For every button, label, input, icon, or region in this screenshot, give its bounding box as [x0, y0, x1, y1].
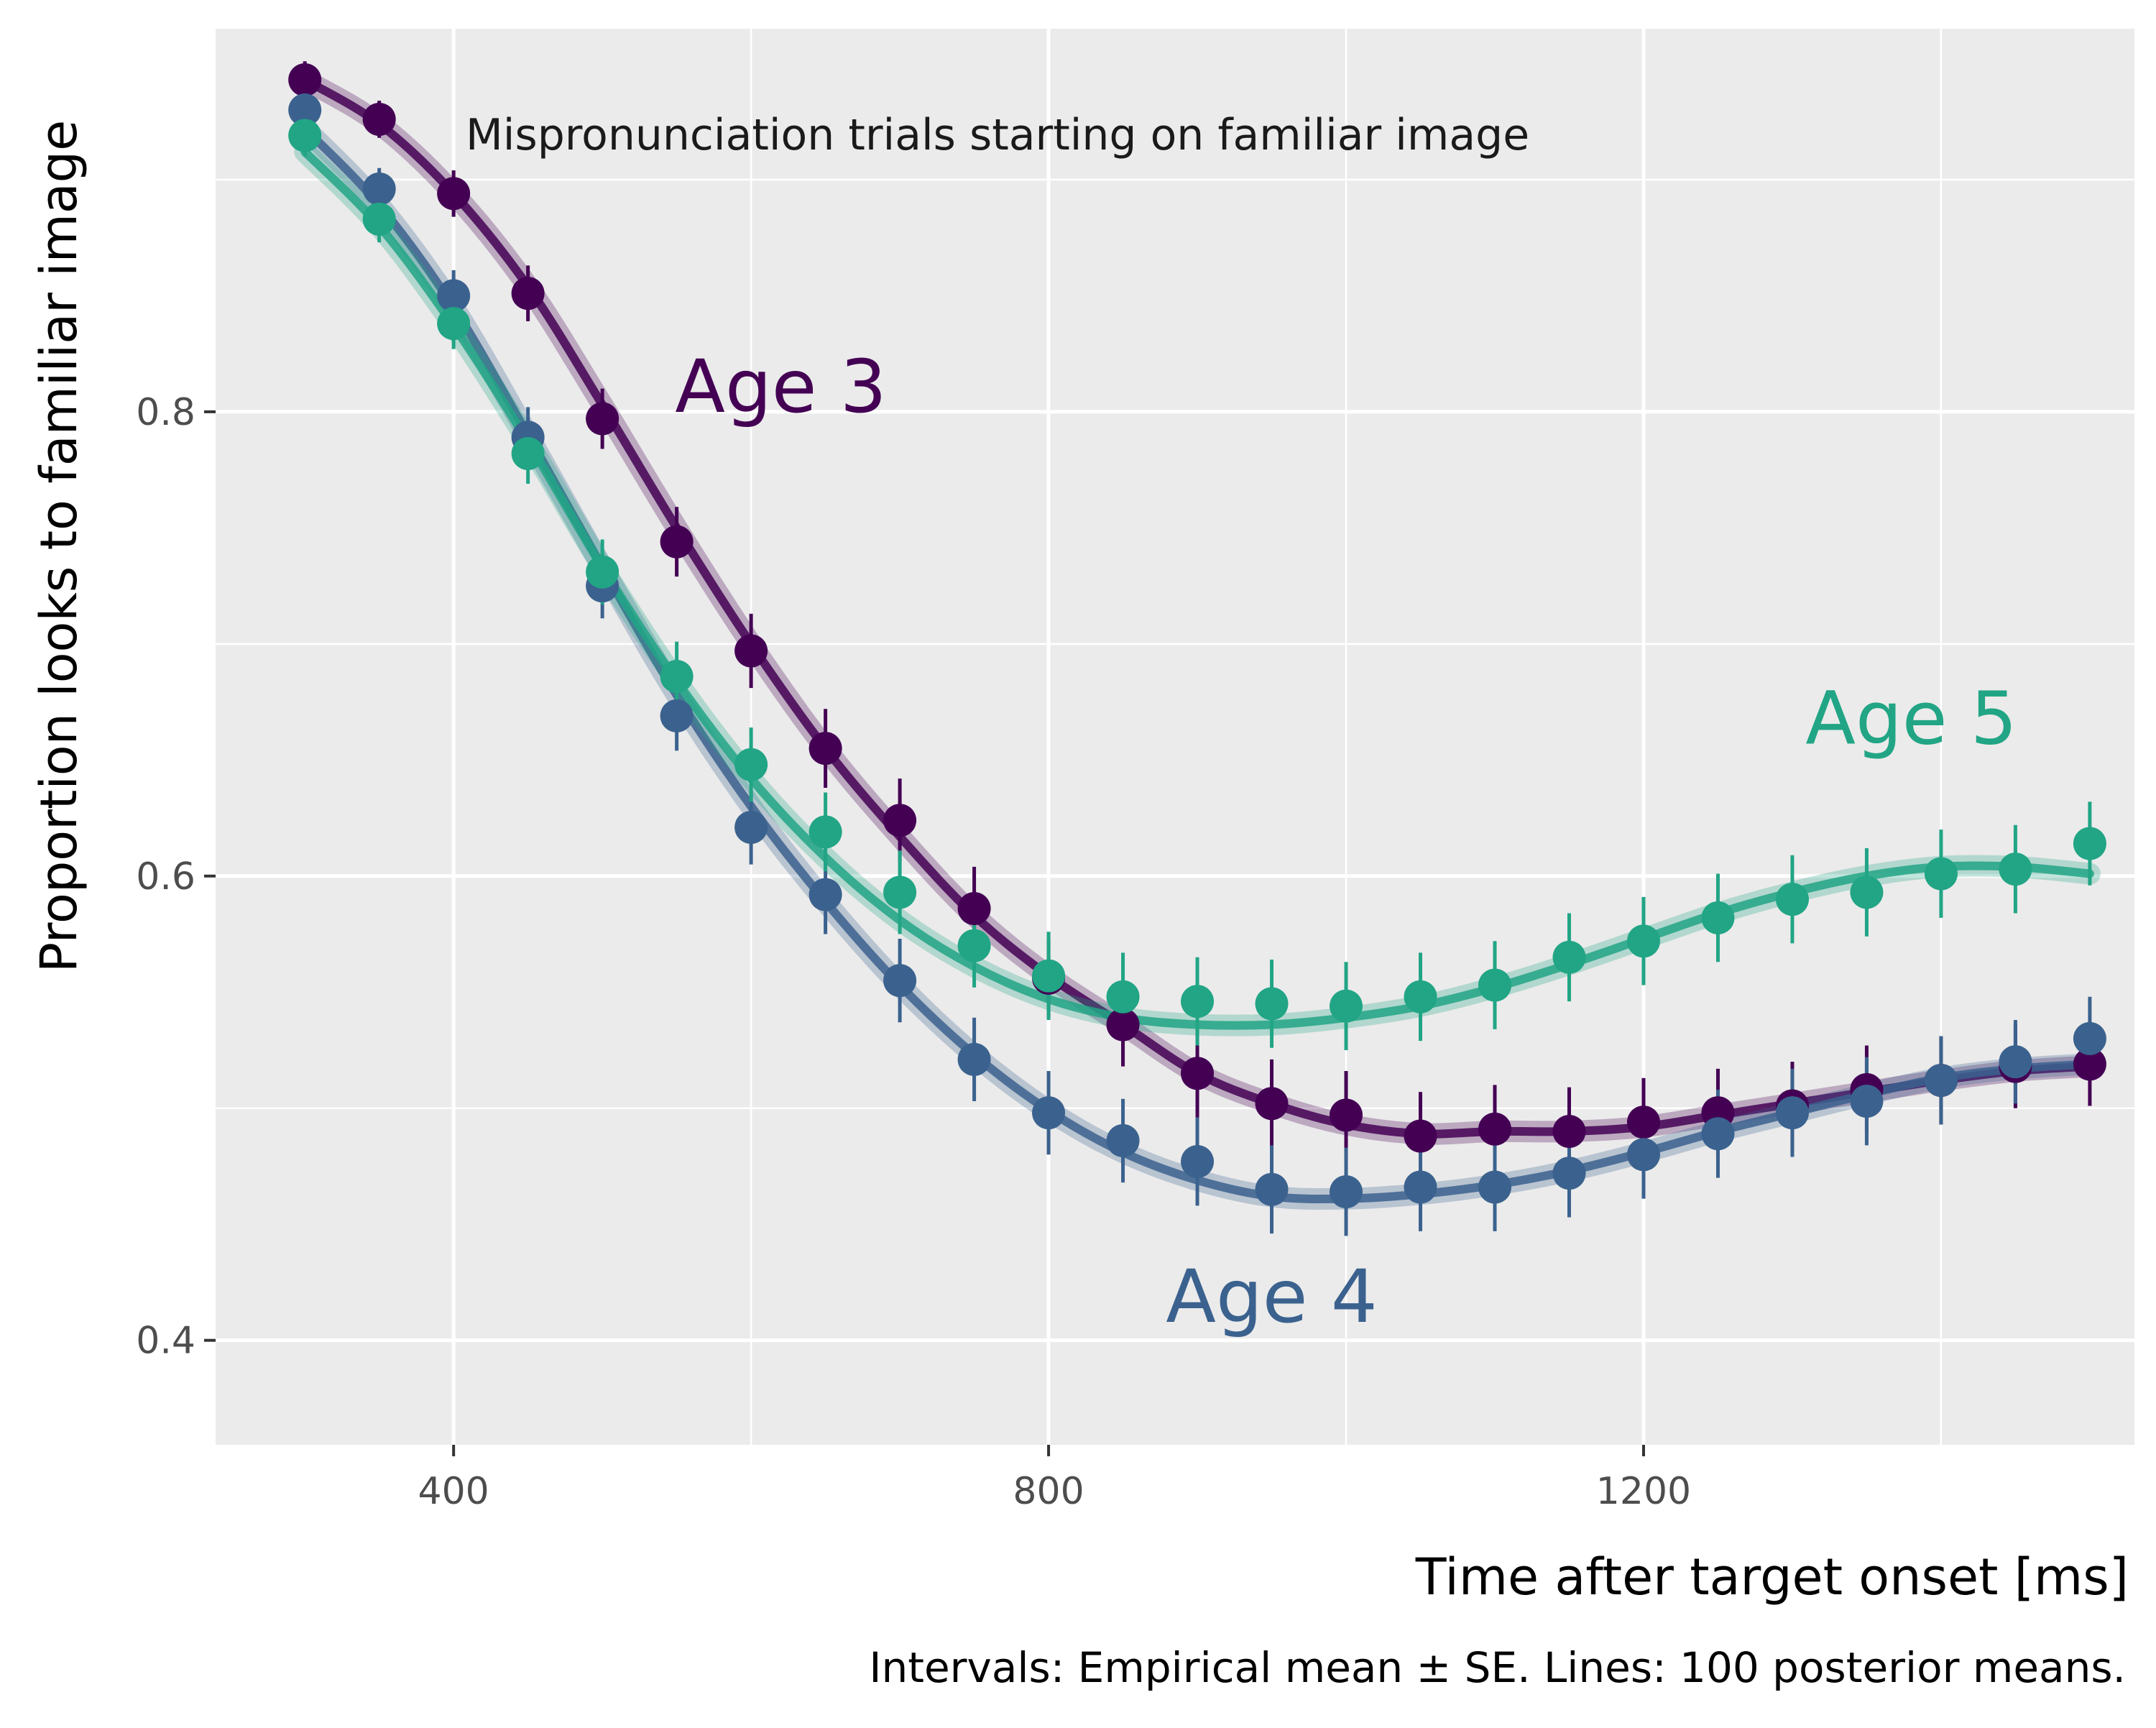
point-age-3	[1552, 1115, 1586, 1149]
chart-caption: Intervals: Empirical mean ± SE. Lines: 1…	[869, 1643, 2126, 1692]
series-label-age-4: Age 4	[1166, 1254, 1378, 1340]
point-age-4	[1478, 1170, 1511, 1204]
point-age-4	[1330, 1175, 1363, 1208]
y-axis: 0.4 0.6 0.8	[136, 391, 216, 1363]
point-age-4	[660, 699, 694, 732]
point-age-5	[1552, 940, 1586, 974]
point-age-4	[883, 964, 917, 998]
point-age-4	[1552, 1157, 1586, 1190]
minor-gridlines	[216, 29, 2134, 1445]
point-age-4	[288, 93, 322, 127]
point-age-5	[511, 437, 545, 470]
point-age-5	[362, 202, 396, 236]
point-age-4	[1850, 1085, 1884, 1118]
point-age-4	[1404, 1170, 1437, 1204]
point-age-4	[1032, 1096, 1066, 1130]
plot-annotation: Mispronunciation trials starting on fami…	[466, 110, 1529, 160]
point-age-3	[2073, 1047, 2106, 1081]
point-age-3	[362, 102, 396, 136]
point-age-3	[734, 634, 768, 668]
panel-background	[216, 29, 2134, 1445]
point-age-3	[288, 63, 322, 97]
point-age-5	[437, 307, 471, 341]
point-age-3	[1626, 1106, 1660, 1139]
point-age-5	[1478, 968, 1511, 1002]
point-age-5	[1775, 883, 1809, 916]
point-age-3	[883, 804, 917, 837]
point-age-4	[1181, 1145, 1215, 1178]
y-tick-label: 0.4	[136, 1320, 195, 1363]
point-age-4	[1106, 1123, 1140, 1157]
data-points	[288, 63, 2106, 1208]
point-age-4	[957, 1042, 991, 1076]
point-age-3	[437, 177, 471, 211]
point-age-3	[1106, 1008, 1140, 1042]
x-tick-label: 800	[1013, 1470, 1084, 1513]
point-age-3	[511, 277, 545, 311]
point-age-3	[808, 732, 842, 766]
point-age-3	[586, 402, 619, 436]
point-age-5	[2073, 827, 2106, 860]
point-age-4	[362, 172, 396, 206]
x-tick-label: 400	[418, 1470, 489, 1513]
point-age-3	[957, 891, 991, 925]
point-age-3	[1404, 1119, 1437, 1153]
point-age-5	[1032, 959, 1066, 993]
y-tick-label: 0.8	[136, 391, 195, 434]
point-age-4	[1255, 1172, 1289, 1206]
point-age-5	[586, 555, 619, 589]
y-axis-title: Proportion looks to familiar image	[29, 120, 88, 973]
x-axis-title: Time after target onset [ms]	[1415, 1548, 2129, 1607]
point-age-5	[1850, 876, 1884, 909]
point-age-5	[1924, 857, 1958, 891]
point-age-5	[734, 748, 768, 781]
series-labels: Age 3 Age 4 Age 5	[675, 344, 2017, 1340]
x-axis: 400 800 1200	[418, 1445, 1691, 1513]
point-age-5	[1255, 987, 1289, 1021]
point-age-4	[734, 810, 768, 844]
point-age-4	[2073, 1021, 2106, 1055]
point-age-4	[1924, 1063, 1958, 1097]
point-age-5	[883, 876, 917, 909]
point-age-5	[957, 929, 991, 962]
point-age-5	[1330, 989, 1363, 1023]
point-age-4	[1701, 1117, 1735, 1151]
point-age-5	[1626, 924, 1660, 958]
point-age-4	[1999, 1045, 2032, 1079]
major-gridlines	[216, 29, 2134, 1445]
point-age-5	[1181, 985, 1215, 1019]
y-tick-label: 0.6	[136, 855, 195, 899]
series-label-age-3: Age 3	[675, 344, 887, 430]
point-age-4	[808, 878, 842, 911]
point-age-5	[808, 815, 842, 849]
point-age-5	[1404, 980, 1437, 1014]
point-age-5	[1106, 980, 1140, 1014]
point-age-3	[1478, 1112, 1511, 1146]
point-age-5	[660, 660, 694, 694]
point-age-3	[660, 525, 694, 559]
point-age-4	[1626, 1138, 1660, 1172]
point-age-4	[1775, 1096, 1809, 1130]
point-age-5	[1701, 901, 1735, 934]
x-tick-label: 1200	[1596, 1470, 1691, 1513]
point-age-3	[1255, 1087, 1289, 1121]
point-age-5	[288, 119, 322, 152]
point-age-3	[1181, 1057, 1215, 1090]
point-age-3	[1330, 1098, 1363, 1132]
point-age-5	[1999, 852, 2032, 886]
point-age-4	[437, 279, 471, 313]
series-label-age-5: Age 5	[1805, 676, 2017, 762]
